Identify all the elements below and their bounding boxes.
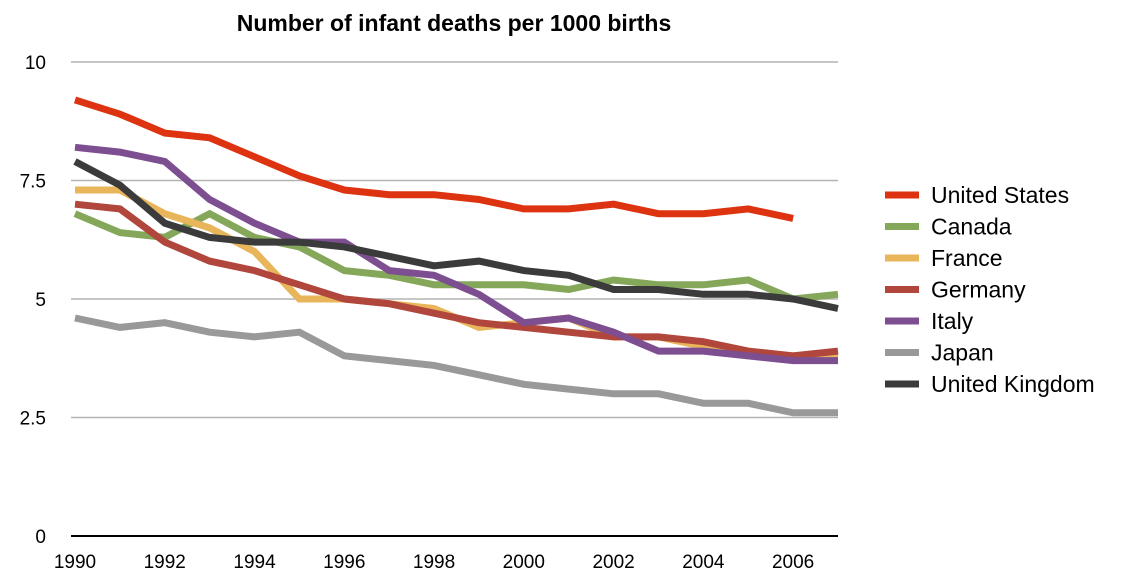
series-line-united-kingdom bbox=[73, 158, 839, 312]
legend-label-united-states: United States bbox=[931, 182, 1069, 208]
x-tick-label: 1998 bbox=[413, 552, 455, 573]
x-tick-label: 2004 bbox=[682, 552, 725, 573]
y-axis-tick-labels: 0 2.5 5 7.5 10 bbox=[20, 53, 46, 548]
x-tick-label: 2006 bbox=[772, 552, 814, 573]
legend-label-italy: Italy bbox=[931, 308, 974, 334]
x-tick-label: 1990 bbox=[54, 552, 96, 573]
legend-label-germany: Germany bbox=[931, 277, 1026, 303]
x-tick-label: 1996 bbox=[323, 552, 365, 573]
y-tick-label: 5 bbox=[35, 290, 46, 311]
legend: United States Canada France Germany Italy Jap… bbox=[885, 182, 1095, 397]
series-line-united-states bbox=[73, 96, 794, 222]
legend-label-france: France bbox=[931, 245, 1003, 271]
x-tick-label: 1992 bbox=[144, 552, 186, 573]
legend-label-canada: Canada bbox=[931, 214, 1012, 240]
chart-title: Number of infant deaths per 1000 births bbox=[237, 10, 672, 36]
gridlines bbox=[71, 61, 838, 537]
series-line-germany bbox=[74, 200, 839, 360]
y-tick-label: 10 bbox=[25, 53, 46, 74]
y-tick-label: 0 bbox=[35, 527, 46, 548]
legend-label-japan: Japan bbox=[931, 340, 994, 366]
series-line-japan bbox=[74, 314, 838, 417]
y-tick-label: 7.5 bbox=[20, 172, 46, 193]
legend-label-united-kingdom: United Kingdom bbox=[931, 371, 1095, 397]
series-line-italy bbox=[74, 143, 838, 365]
y-tick-label: 2.5 bbox=[20, 409, 46, 430]
x-tick-label: 2002 bbox=[592, 552, 634, 573]
x-tick-label: 2000 bbox=[503, 552, 545, 573]
series-lines bbox=[73, 96, 839, 417]
x-axis-tick-labels: 1990 1992 1994 1996 1998 2000 2002 2004 2006 bbox=[54, 552, 814, 573]
x-tick-label: 1994 bbox=[233, 552, 276, 573]
